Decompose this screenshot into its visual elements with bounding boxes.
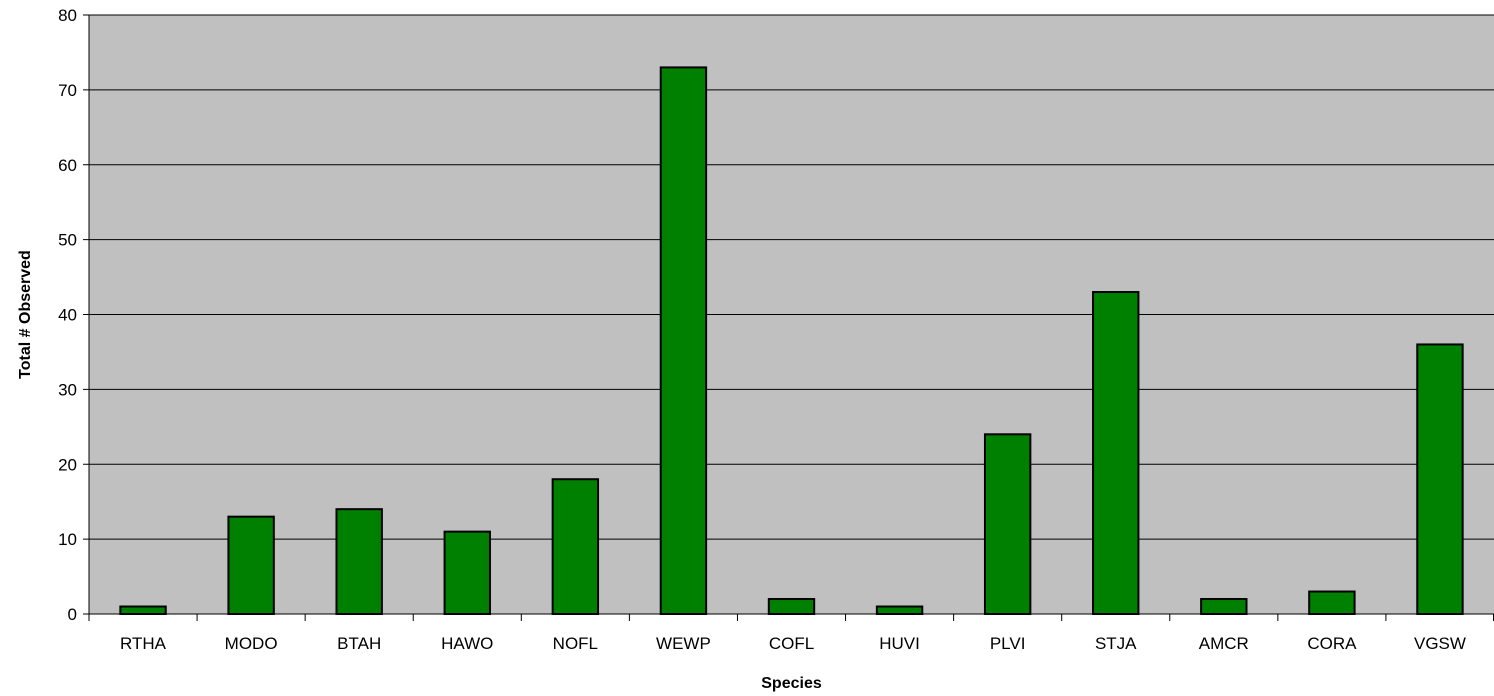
y-tick-label: 40: [58, 306, 77, 325]
x-tick-label: COFL: [769, 634, 814, 653]
bar-cofl: [767, 598, 816, 616]
x-tick-label: HAWO: [441, 634, 493, 653]
bar-vgsw: [1416, 343, 1464, 615]
bar-nofl: [551, 478, 600, 615]
x-tick-label: RTHA: [120, 634, 167, 653]
x-tick-label: VGSW: [1414, 634, 1466, 653]
y-tick-label: 10: [58, 530, 77, 549]
x-tick-label: HUVI: [879, 634, 920, 653]
bar-btah: [335, 508, 383, 615]
bar-modo: [227, 515, 275, 615]
x-tick-label: PLVI: [990, 634, 1026, 653]
bar-hawo: [443, 530, 491, 616]
x-axis-title: Species: [761, 675, 822, 692]
x-tick-label: BTAH: [337, 634, 381, 653]
y-tick-label: 20: [58, 455, 77, 474]
bar-wewp: [659, 66, 708, 616]
bar-huvi: [875, 605, 924, 616]
y-tick-labels: 0 10 20 30 40 50 60 70 80: [58, 6, 77, 624]
y-axis-title: Total # Observed: [17, 250, 34, 379]
x-tick-label: AMCR: [1199, 634, 1249, 653]
bar-rtha: [119, 605, 167, 616]
y-tick-label: 30: [58, 380, 77, 399]
bar-plvi: [983, 433, 1032, 615]
bars: [119, 66, 1464, 616]
y-tick-label: 70: [58, 81, 77, 100]
axes: [83, 14, 1494, 621]
y-tick-label: 50: [58, 231, 77, 250]
y-gridlines: [89, 14, 1494, 540]
bar-stja: [1092, 291, 1140, 615]
x-tick-label: CORA: [1307, 634, 1357, 653]
x-tick-labels: RTHA MODO BTAH HAWO NOFL WEWP COFL HUVI PLVI STJA…: [120, 634, 1466, 653]
x-tick-label: NOFL: [553, 634, 598, 653]
y-tick-label: 60: [58, 156, 77, 175]
x-tick-label: WEWP: [656, 634, 711, 653]
bar-amcr: [1200, 598, 1248, 616]
bar-cora: [1308, 590, 1356, 615]
y-tick-label: 80: [58, 6, 77, 25]
y-tick-label: 0: [68, 605, 77, 624]
x-tick-label: STJA: [1095, 634, 1137, 653]
x-tick-label: MODO: [225, 634, 278, 653]
